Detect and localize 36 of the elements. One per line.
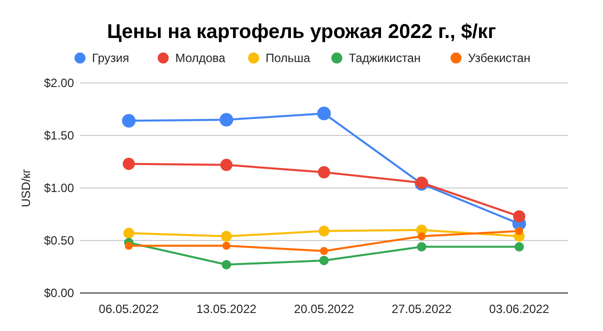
x-tick-label: 03.06.2022 [489, 302, 550, 316]
point [317, 106, 331, 120]
legend-label: Польша [266, 51, 311, 65]
legend-label: Молдова [175, 51, 226, 65]
point [222, 242, 230, 250]
point [123, 228, 134, 239]
legend-label: Грузия [92, 51, 130, 65]
point [319, 256, 329, 266]
point [416, 242, 426, 252]
chart-title: Цены на картофель урожая 2022 г., $/кг [106, 21, 496, 43]
point [318, 166, 330, 178]
point [418, 232, 426, 240]
y-tick-label: $2.00 [44, 76, 74, 90]
x-tick-label: 13.05.2022 [196, 302, 257, 316]
point [222, 260, 232, 270]
point [320, 247, 328, 255]
point [318, 226, 330, 236]
point [513, 210, 526, 222]
legend-label: Таджикистан [348, 51, 421, 65]
point [514, 242, 524, 252]
y-tick-label: $1.50 [44, 128, 74, 142]
y-tick-label: $0.50 [44, 234, 74, 248]
point [122, 158, 135, 170]
x-tick-label: 27.05.2022 [392, 302, 452, 316]
y-axis-title: USD/кг [19, 168, 33, 208]
y-tick-label: $0.00 [44, 286, 74, 300]
point [220, 158, 232, 171]
x-tick-label: 06.05.2022 [98, 302, 160, 316]
y-tick-label: $1.00 [44, 181, 74, 195]
point [220, 112, 234, 127]
point [122, 114, 136, 128]
point [221, 230, 232, 242]
legend-label: Узбекистан [468, 51, 530, 65]
point [124, 242, 133, 250]
point [515, 227, 524, 236]
x-tick-label: 20.05.2022 [294, 302, 354, 316]
